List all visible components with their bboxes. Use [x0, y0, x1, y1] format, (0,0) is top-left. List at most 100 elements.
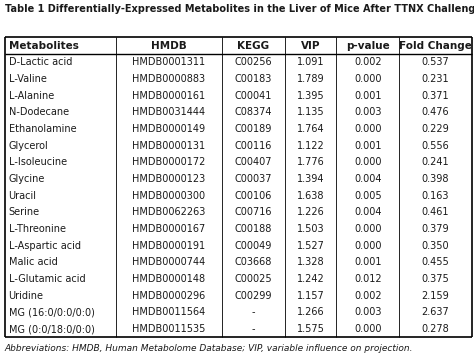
Text: 1.789: 1.789	[297, 74, 324, 84]
Text: 0.001: 0.001	[354, 141, 382, 151]
Text: Fold Change: Fold Change	[399, 41, 472, 51]
Text: MG (16:0/0:0/0:0): MG (16:0/0:0/0:0)	[9, 307, 94, 317]
Text: 1.394: 1.394	[297, 174, 324, 184]
Text: 0.000: 0.000	[354, 241, 382, 251]
Text: C08374: C08374	[235, 107, 272, 117]
Text: L-Glutamic acid: L-Glutamic acid	[9, 274, 85, 284]
Text: C00299: C00299	[235, 291, 272, 301]
Text: HMDB0000131: HMDB0000131	[132, 141, 205, 151]
Text: 0.350: 0.350	[422, 241, 449, 251]
Text: 0.476: 0.476	[422, 107, 449, 117]
Text: 1.266: 1.266	[297, 307, 324, 317]
Text: HMDB0000172: HMDB0000172	[132, 157, 206, 167]
Text: 0.537: 0.537	[421, 57, 449, 67]
Text: 1.575: 1.575	[297, 324, 324, 334]
Text: Table 1 Differentially-Expressed Metabolites in the Liver of Mice After TTNX Cha: Table 1 Differentially-Expressed Metabol…	[5, 4, 474, 14]
Text: 1.328: 1.328	[297, 257, 324, 267]
Text: HMDB0001311: HMDB0001311	[132, 57, 205, 67]
Text: Metabolites: Metabolites	[9, 41, 78, 51]
Text: Glycerol: Glycerol	[9, 141, 48, 151]
Text: 0.005: 0.005	[354, 191, 382, 201]
Text: 1.503: 1.503	[297, 224, 324, 234]
Text: HMDB0062263: HMDB0062263	[132, 207, 206, 217]
Text: 1.122: 1.122	[297, 141, 324, 151]
Text: C00407: C00407	[235, 157, 272, 167]
Text: VIP: VIP	[301, 41, 320, 51]
Text: C00116: C00116	[235, 141, 272, 151]
Text: Serine: Serine	[9, 207, 40, 217]
Text: HMDB0000300: HMDB0000300	[132, 191, 205, 201]
Text: HMDB0011535: HMDB0011535	[132, 324, 206, 334]
Text: Glycine: Glycine	[9, 174, 45, 184]
Text: C00716: C00716	[235, 207, 272, 217]
Text: 1.242: 1.242	[297, 274, 324, 284]
Text: 1.638: 1.638	[297, 191, 324, 201]
Text: HMDB0000883: HMDB0000883	[132, 74, 205, 84]
Text: L-Aspartic acid: L-Aspartic acid	[9, 241, 81, 251]
Text: L-Isoleucine: L-Isoleucine	[9, 157, 67, 167]
Text: 2.159: 2.159	[421, 291, 449, 301]
Text: C00049: C00049	[235, 241, 272, 251]
Text: 1.764: 1.764	[297, 124, 324, 134]
Text: Ethanolamine: Ethanolamine	[9, 124, 76, 134]
Text: HMDB0000296: HMDB0000296	[132, 291, 206, 301]
Text: 0.375: 0.375	[421, 274, 449, 284]
Text: L-Alanine: L-Alanine	[9, 91, 54, 101]
Text: C00025: C00025	[235, 274, 272, 284]
Text: 0.002: 0.002	[354, 57, 382, 67]
Text: 2.637: 2.637	[421, 307, 449, 317]
Text: 1.395: 1.395	[297, 91, 324, 101]
Text: 0.004: 0.004	[354, 207, 382, 217]
Text: HMDB0000167: HMDB0000167	[132, 224, 206, 234]
Text: N-Dodecane: N-Dodecane	[9, 107, 69, 117]
Text: 1.776: 1.776	[297, 157, 324, 167]
Text: HMDB0011564: HMDB0011564	[132, 307, 206, 317]
Text: 0.000: 0.000	[354, 157, 382, 167]
Text: HMDB0000123: HMDB0000123	[132, 174, 206, 184]
Text: HMDB0000148: HMDB0000148	[132, 274, 205, 284]
Text: C00188: C00188	[235, 224, 272, 234]
Text: L-Valine: L-Valine	[9, 74, 46, 84]
Text: 0.241: 0.241	[422, 157, 449, 167]
Text: Uridine: Uridine	[9, 291, 44, 301]
Text: C00183: C00183	[235, 74, 272, 84]
Text: 0.000: 0.000	[354, 324, 382, 334]
Text: C00037: C00037	[235, 174, 272, 184]
Text: C00041: C00041	[235, 91, 272, 101]
Text: 1.157: 1.157	[297, 291, 324, 301]
Text: 1.527: 1.527	[297, 241, 324, 251]
Text: L-Threonine: L-Threonine	[9, 224, 65, 234]
Text: 0.012: 0.012	[354, 274, 382, 284]
Text: 0.229: 0.229	[421, 124, 449, 134]
Text: Uracil: Uracil	[9, 191, 36, 201]
Text: MG (0:0/18:0/0:0): MG (0:0/18:0/0:0)	[9, 324, 94, 334]
Text: 0.556: 0.556	[421, 141, 449, 151]
Text: 0.371: 0.371	[422, 91, 449, 101]
Text: 1.135: 1.135	[297, 107, 324, 117]
Text: 0.003: 0.003	[354, 107, 382, 117]
Text: 0.003: 0.003	[354, 307, 382, 317]
Text: 0.001: 0.001	[354, 91, 382, 101]
Text: HMDB0000161: HMDB0000161	[132, 91, 205, 101]
Text: 1.226: 1.226	[297, 207, 324, 217]
Text: HMDB0000149: HMDB0000149	[132, 124, 205, 134]
Text: Abbreviations: HMDB, Human Metabolome Database; VIP, variable influence on proje: Abbreviations: HMDB, Human Metabolome Da…	[5, 345, 413, 353]
Text: 0.455: 0.455	[421, 257, 449, 267]
Text: 0.000: 0.000	[354, 124, 382, 134]
Text: KEGG: KEGG	[237, 41, 269, 51]
Text: 0.461: 0.461	[422, 207, 449, 217]
Text: 0.001: 0.001	[354, 257, 382, 267]
Text: 0.000: 0.000	[354, 224, 382, 234]
Text: 0.278: 0.278	[421, 324, 449, 334]
Text: 0.231: 0.231	[422, 74, 449, 84]
Text: 0.004: 0.004	[354, 174, 382, 184]
Text: D-Lactic acid: D-Lactic acid	[9, 57, 72, 67]
Text: 0.163: 0.163	[422, 191, 449, 201]
Text: -: -	[252, 307, 255, 317]
Text: 1.091: 1.091	[297, 57, 324, 67]
Text: C00189: C00189	[235, 124, 272, 134]
Text: 0.379: 0.379	[422, 224, 449, 234]
Text: 0.000: 0.000	[354, 74, 382, 84]
Text: C00106: C00106	[235, 191, 272, 201]
Text: C00256: C00256	[235, 57, 272, 67]
